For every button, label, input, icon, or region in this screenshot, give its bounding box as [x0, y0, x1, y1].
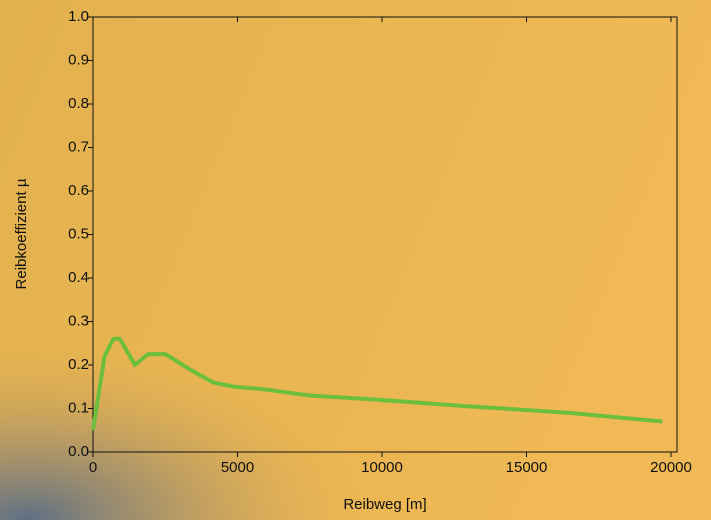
y-tick-label: 0.2 — [68, 356, 89, 373]
x-tick-label: 15000 — [506, 459, 548, 476]
background-shade — [0, 250, 520, 520]
y-tick-label: 0.9 — [68, 51, 89, 68]
y-tick-label: 0.0 — [68, 443, 89, 460]
y-tick-label: 0.7 — [68, 138, 89, 155]
y-tick-label: 0.8 — [68, 95, 89, 112]
x-tick-label: 5000 — [221, 459, 254, 476]
x-tick-label: 10000 — [361, 459, 403, 476]
y-tick-label: 0.5 — [68, 225, 89, 242]
y-tick-label: 0.1 — [68, 399, 89, 416]
y-tick-label: 0.6 — [68, 182, 89, 199]
y-tick-label: 0.3 — [68, 312, 89, 329]
y-axis-label: Reibkoeffizient µ — [13, 178, 30, 289]
x-tick-label: 0 — [89, 459, 97, 476]
y-tick-label: 0.4 — [68, 269, 89, 286]
page: Reibweg [m] Reibkoeffizient µ 0.0 0.1 0.2 0… — [0, 0, 711, 520]
y-tick-label: 1.0 — [68, 8, 89, 25]
x-axis-label: Reibweg [m] — [343, 496, 426, 513]
x-tick-label: 20000 — [650, 459, 692, 476]
chart: Reibweg [m] Reibkoeffizient µ 0.0 0.1 0.2 0… — [0, 0, 711, 520]
